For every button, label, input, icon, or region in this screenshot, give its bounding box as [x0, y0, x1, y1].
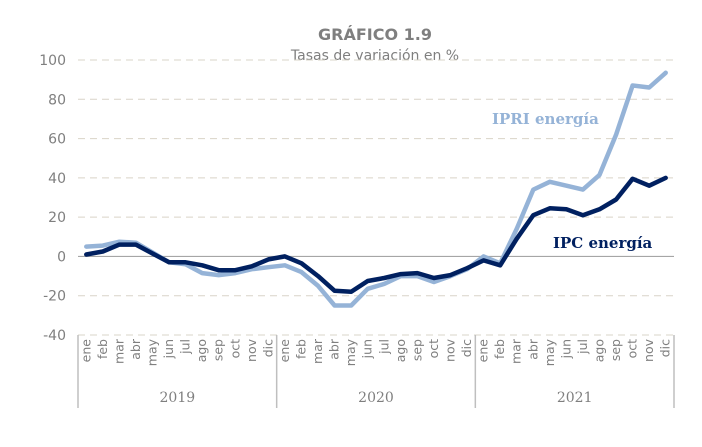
x-tick-label: mar	[310, 338, 325, 364]
x-tick-label: jul	[178, 339, 193, 355]
chart-subtitle: Tasas de variación en %	[290, 48, 459, 64]
series-lines	[84, 70, 668, 308]
x-axis: ene feb mar abr may jun jul ago sep oct nov dic ene f…	[77, 335, 675, 408]
x-tick-label: feb	[294, 339, 309, 359]
x-tick-label: nov	[443, 338, 458, 362]
y-tick-label: 100	[39, 53, 66, 69]
x-tick-label: may	[343, 338, 358, 366]
series-line-ipc	[84, 175, 668, 295]
x-tick-label: nov	[641, 338, 656, 362]
x-tick-label: may	[542, 338, 557, 366]
x-tick-label: abr	[128, 338, 143, 360]
y-tick-label: 60	[48, 132, 66, 148]
x-tick-label: sep	[211, 339, 226, 361]
x-tick-label: ago	[194, 339, 209, 362]
x-tick-label: dic	[260, 339, 275, 357]
x-tick-label: oct	[227, 339, 242, 359]
y-tick-label: 0	[57, 249, 66, 265]
x-tick-label: abr	[525, 338, 540, 360]
x-tick-label: jun	[558, 339, 573, 359]
x-tick-label: mar	[509, 338, 524, 364]
x-tick-label: ene	[277, 339, 292, 363]
x-tick-label: ago	[393, 339, 408, 362]
x-tick-label: abr	[327, 338, 342, 360]
x-tick-label: jun	[360, 339, 375, 359]
year-label: 2021	[557, 390, 593, 406]
year-label: 2019	[160, 390, 196, 406]
x-tick-label: oct	[625, 339, 640, 359]
chart-title: GRÁFICO 1.9	[318, 25, 432, 44]
x-tick-label: sep	[409, 339, 424, 361]
x-tick-label: jul	[376, 339, 391, 355]
x-tick-label: jul	[575, 339, 590, 355]
series-label-ipri: IPRI energía	[492, 110, 599, 128]
x-tick-label: jun	[161, 339, 176, 359]
year-label: 2020	[358, 390, 394, 406]
x-tick-label: oct	[426, 339, 441, 359]
x-tick-label: feb	[95, 339, 110, 359]
y-tick-label: -40	[43, 328, 66, 344]
x-tick-label: dic	[459, 339, 474, 357]
y-tick-label: 20	[48, 210, 66, 226]
y-tick-label: -20	[43, 289, 66, 305]
x-tick-label: mar	[111, 338, 126, 364]
x-tick-label: ene	[476, 339, 491, 363]
y-tick-label: 40	[48, 171, 66, 187]
x-tick-label: nov	[244, 338, 259, 362]
x-tick-label: dic	[658, 339, 673, 357]
series-label-ipc: IPC energía	[553, 234, 653, 252]
x-tick-label: sep	[608, 339, 623, 361]
y-axis: 100 80 60 40 20 0 -20 -40	[39, 53, 66, 344]
x-tick-label: feb	[492, 339, 507, 359]
x-tick-label: ene	[78, 339, 93, 363]
x-tick-label: may	[145, 338, 160, 366]
gridlines	[78, 59, 674, 336]
y-tick-label: 80	[48, 92, 66, 108]
series-line-ipri	[84, 70, 668, 308]
x-tick-label: ago	[592, 339, 607, 362]
